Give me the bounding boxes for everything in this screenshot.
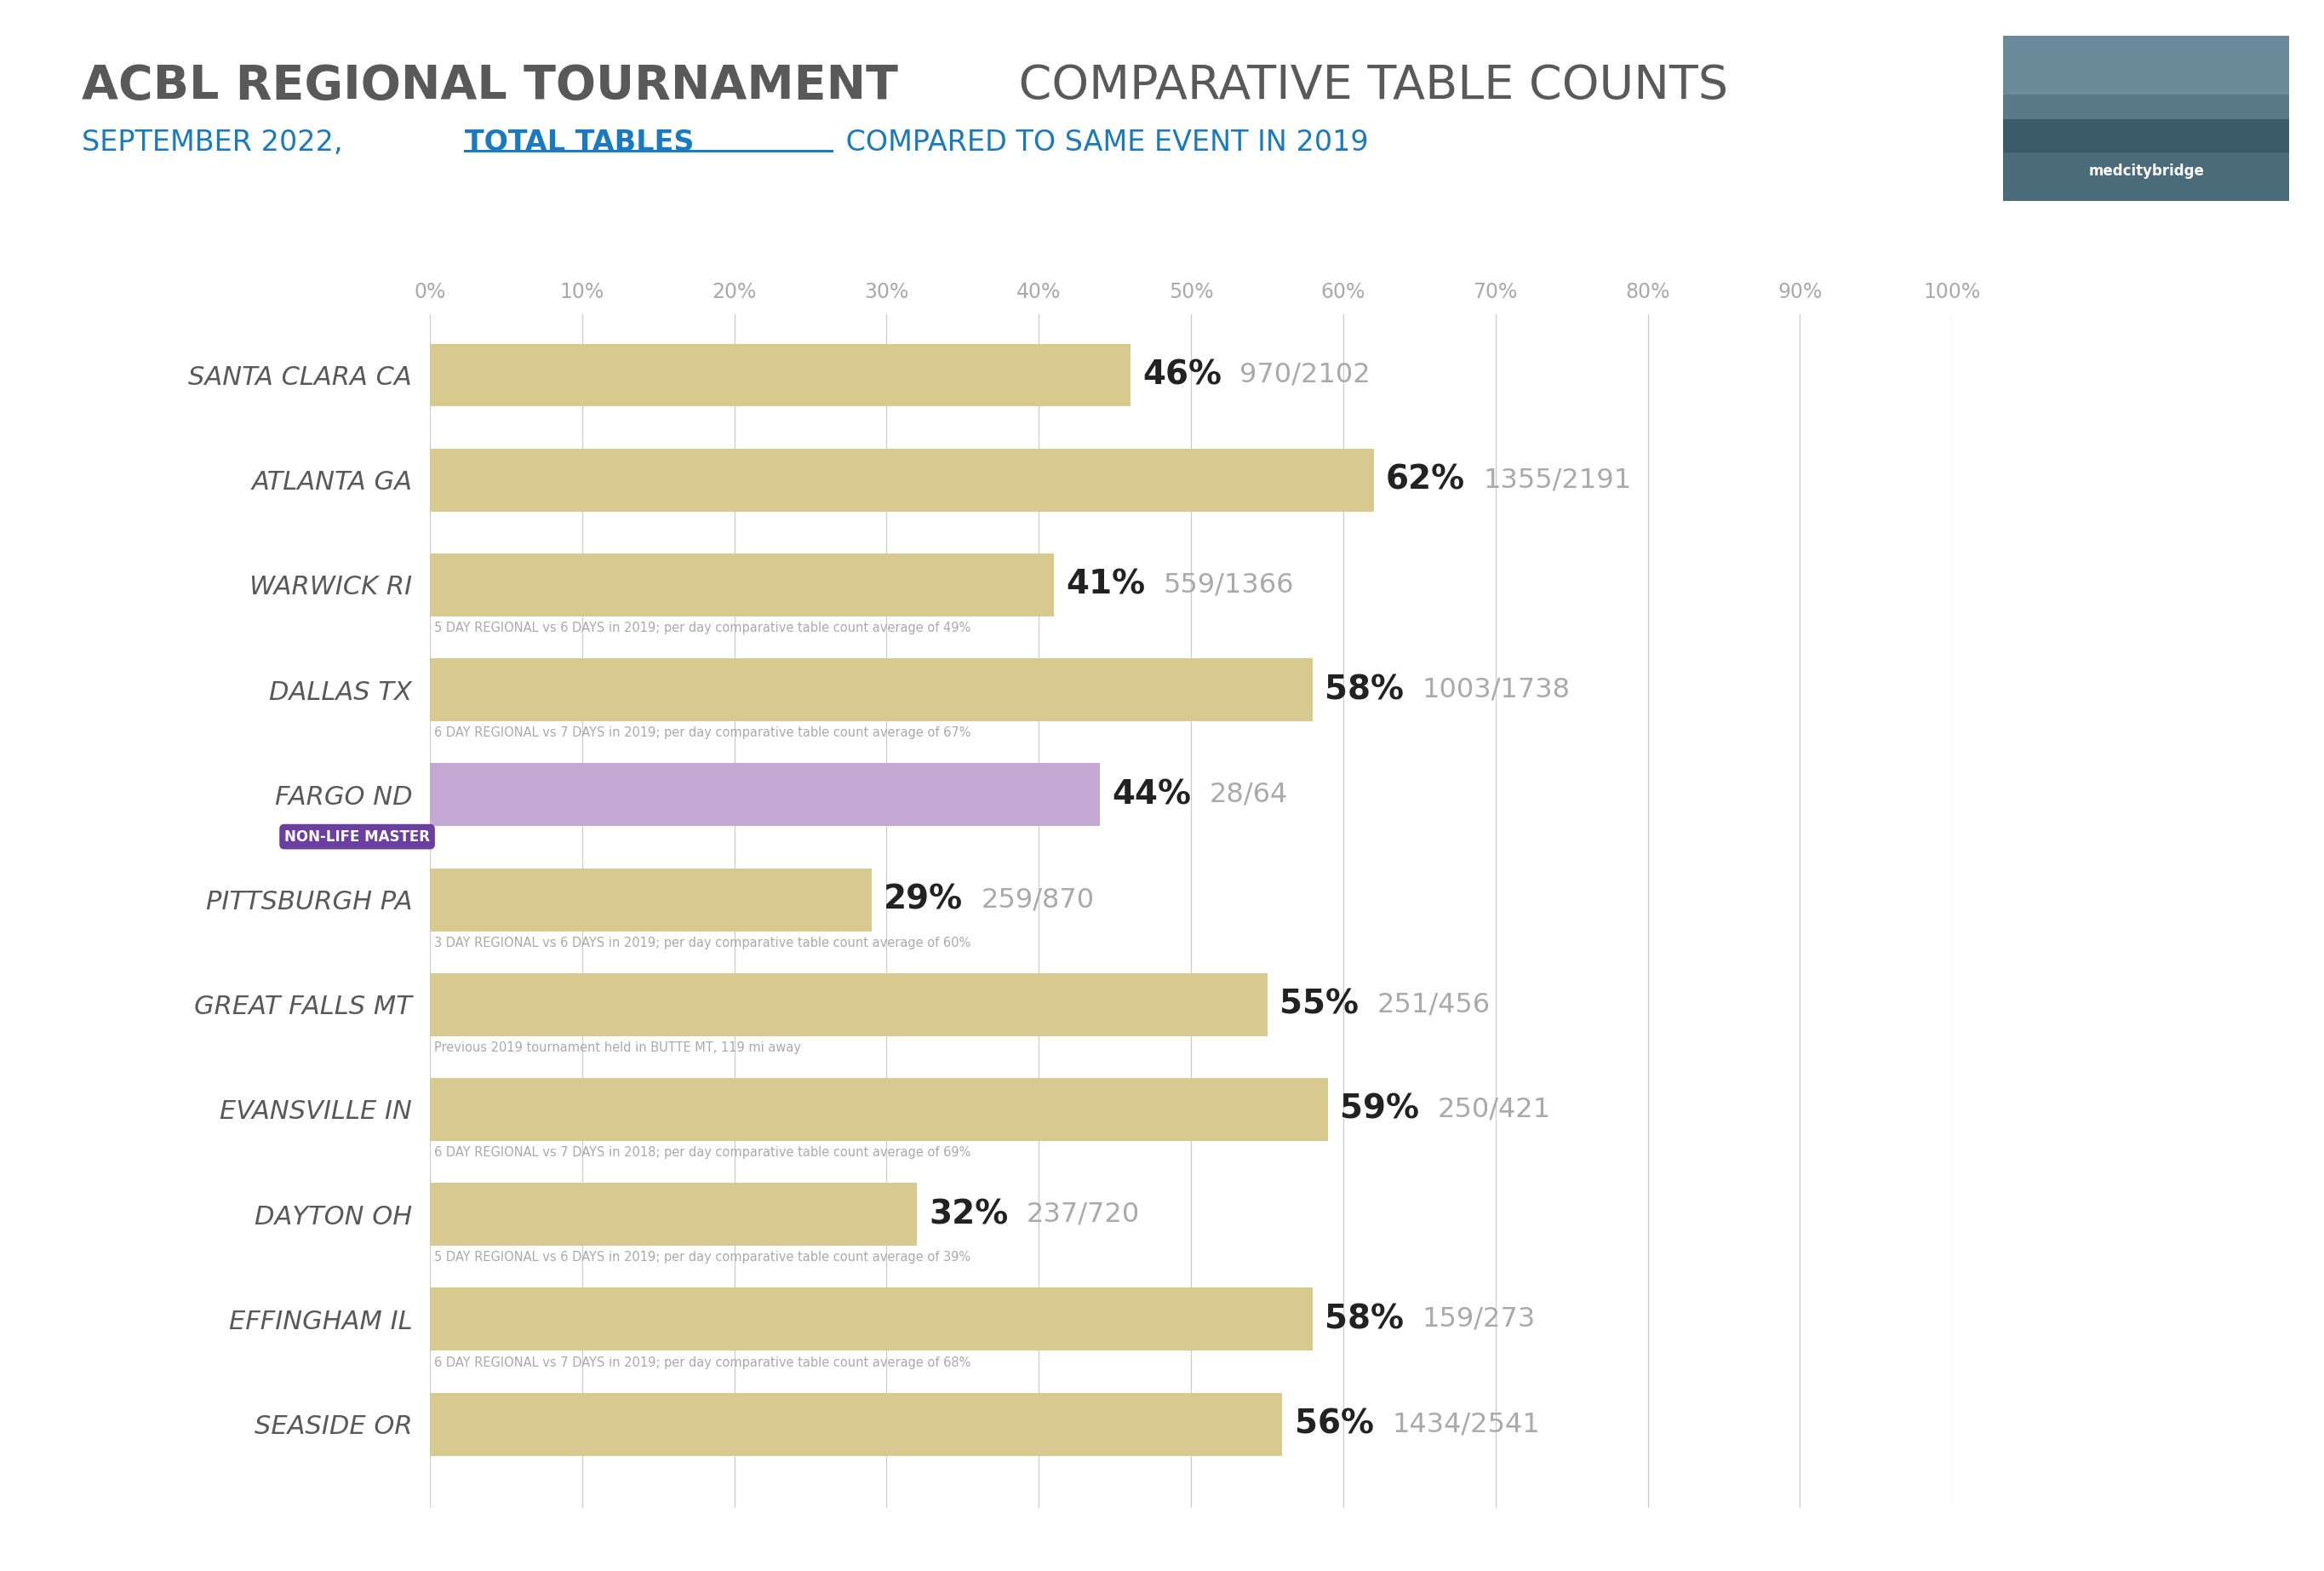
Text: 41%: 41%: [1067, 569, 1146, 602]
Bar: [430, 869, 872, 932]
Bar: [2003, 36, 2289, 94]
Bar: [430, 344, 1129, 407]
Text: 1434/2541: 1434/2541: [1392, 1411, 1541, 1437]
Bar: [2003, 110, 2289, 152]
Text: COMPARED TO SAME EVENT IN 2019: COMPARED TO SAME EVENT IN 2019: [837, 129, 1369, 157]
Text: 58%: 58%: [1325, 674, 1404, 705]
Bar: [430, 1393, 1283, 1456]
Text: 59%: 59%: [1341, 1093, 1420, 1126]
Text: medcitybridge: medcitybridge: [2089, 163, 2203, 179]
Bar: [430, 553, 1055, 616]
Text: 3 DAY REGIONAL vs 6 DAYS in 2019; per day comparative table count average of 60%: 3 DAY REGIONAL vs 6 DAYS in 2019; per da…: [435, 936, 971, 949]
Text: 251/456: 251/456: [1376, 991, 1490, 1018]
Bar: [2003, 85, 2289, 119]
Text: 259/870: 259/870: [981, 886, 1095, 913]
Text: COMPARATIVE TABLE COUNTS: COMPARATIVE TABLE COUNTS: [1004, 63, 1729, 108]
Text: TOTAL TABLES: TOTAL TABLES: [465, 129, 695, 157]
Text: 46%: 46%: [1143, 358, 1222, 391]
Text: 970/2102: 970/2102: [1239, 361, 1371, 388]
Text: 237/720: 237/720: [1027, 1202, 1141, 1227]
Bar: [430, 972, 1267, 1035]
Text: Previous 2019 tournament held in BUTTE MT, 119 mi away: Previous 2019 tournament held in BUTTE M…: [435, 1042, 802, 1054]
Text: 1355/2191: 1355/2191: [1483, 467, 1631, 493]
Text: 29%: 29%: [883, 883, 962, 916]
Text: 28/64: 28/64: [1208, 781, 1287, 807]
Text: 56%: 56%: [1294, 1408, 1373, 1441]
Text: 1003/1738: 1003/1738: [1422, 677, 1571, 702]
Bar: [430, 1183, 918, 1246]
Bar: [430, 764, 1099, 826]
Bar: [430, 448, 1373, 512]
Bar: [2003, 143, 2289, 201]
Text: 250/421: 250/421: [1439, 1097, 1550, 1123]
Text: 6 DAY REGIONAL vs 7 DAYS in 2018; per day comparative table count average of 69%: 6 DAY REGIONAL vs 7 DAYS in 2018; per da…: [435, 1147, 971, 1159]
Text: 5 DAY REGIONAL vs 6 DAYS in 2019; per day comparative table count average of 39%: 5 DAY REGIONAL vs 6 DAYS in 2019; per da…: [435, 1251, 971, 1265]
Bar: [430, 1078, 1327, 1141]
Text: 58%: 58%: [1325, 1302, 1404, 1335]
Bar: [430, 658, 1313, 721]
Text: 62%: 62%: [1385, 463, 1464, 496]
Bar: [430, 1288, 1313, 1351]
Text: 6 DAY REGIONAL vs 7 DAYS in 2019; per day comparative table count average of 68%: 6 DAY REGIONAL vs 7 DAYS in 2019; per da…: [435, 1356, 971, 1368]
Text: 44%: 44%: [1111, 779, 1192, 811]
Text: 32%: 32%: [930, 1199, 1009, 1230]
Text: 5 DAY REGIONAL vs 6 DAYS in 2019; per day comparative table count average of 49%: 5 DAY REGIONAL vs 6 DAYS in 2019; per da…: [435, 622, 971, 635]
Text: SEPTEMBER 2022,: SEPTEMBER 2022,: [81, 129, 351, 157]
Text: 55%: 55%: [1278, 988, 1360, 1021]
Text: 559/1366: 559/1366: [1164, 572, 1294, 599]
Text: NON-LIFE MASTER: NON-LIFE MASTER: [284, 829, 430, 844]
Text: ACBL REGIONAL TOURNAMENT: ACBL REGIONAL TOURNAMENT: [81, 63, 897, 108]
Text: 6 DAY REGIONAL vs 7 DAYS in 2019; per day comparative table count average of 67%: 6 DAY REGIONAL vs 7 DAYS in 2019; per da…: [435, 726, 971, 740]
Text: 159/273: 159/273: [1422, 1306, 1536, 1332]
